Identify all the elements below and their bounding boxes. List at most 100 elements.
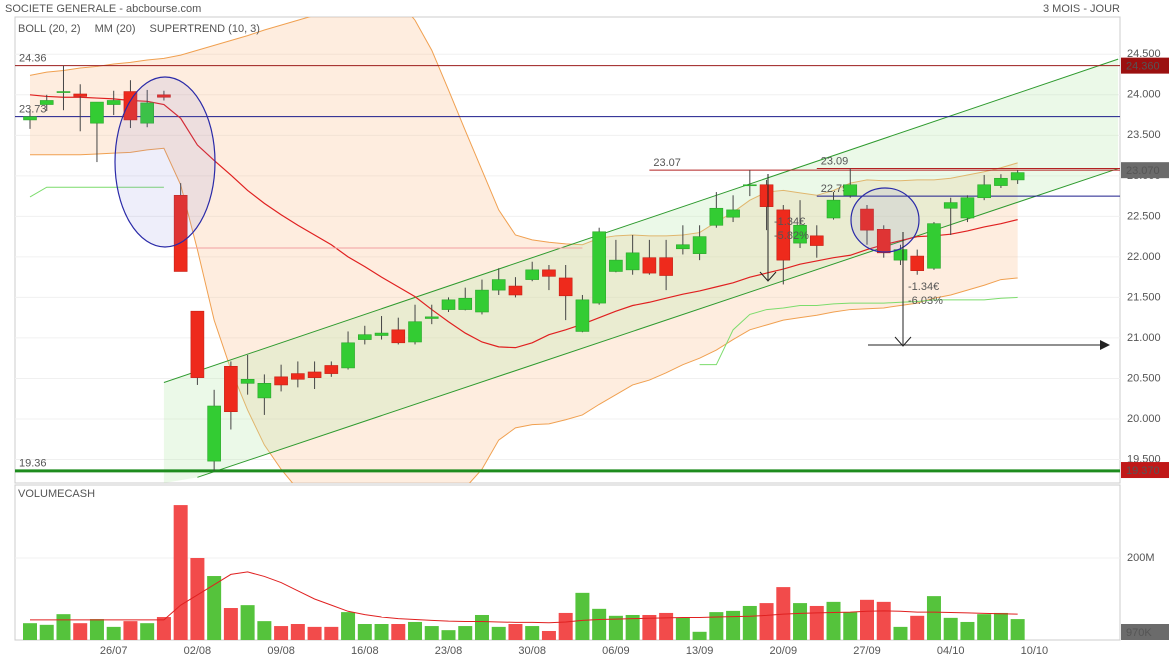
candle-body bbox=[73, 93, 88, 97]
annotation: -5.82% bbox=[774, 230, 809, 242]
trend-line bbox=[197, 168, 1119, 478]
volume-bar bbox=[759, 603, 774, 640]
candle-body bbox=[575, 299, 590, 332]
x-tick-label: 04/10 bbox=[937, 645, 965, 657]
candle-body bbox=[1010, 172, 1025, 181]
volume-bar bbox=[993, 612, 1008, 640]
candle-body bbox=[960, 197, 975, 219]
level-label: 24.36 bbox=[19, 53, 47, 65]
volume-bar bbox=[56, 614, 71, 640]
x-tick-label: 02/08 bbox=[184, 645, 212, 657]
annotation: -1.34€ bbox=[774, 216, 805, 228]
arrow-head bbox=[894, 336, 912, 347]
volume-bar bbox=[39, 624, 54, 640]
level-label: 23.73 bbox=[19, 104, 47, 116]
candle-body bbox=[893, 249, 908, 261]
candle-body bbox=[106, 100, 121, 105]
candle-body bbox=[408, 321, 422, 343]
annotation-shapes bbox=[114, 76, 1110, 350]
volume-bar bbox=[592, 608, 607, 640]
supertrend bbox=[29, 186, 164, 198]
candle-body bbox=[876, 229, 891, 254]
bollinger-line bbox=[29, 17, 1018, 246]
candle-body bbox=[291, 373, 305, 380]
candle-body bbox=[910, 255, 925, 271]
y-tick-label: 24.000 bbox=[1127, 89, 1161, 101]
channel-fill bbox=[163, 59, 1119, 483]
volume-bar bbox=[441, 630, 456, 640]
candle-body bbox=[525, 269, 540, 280]
x-tick-label: 20/09 bbox=[770, 645, 798, 657]
candle-body bbox=[743, 184, 757, 187]
volume-bar bbox=[207, 576, 222, 640]
candle-body bbox=[475, 289, 489, 313]
volume-bar bbox=[943, 617, 958, 640]
volume-bar bbox=[826, 601, 841, 640]
volume-bar bbox=[625, 614, 640, 640]
candle-body bbox=[173, 194, 188, 272]
x-tick-label: 30/08 bbox=[518, 645, 546, 657]
volume-bar bbox=[458, 626, 473, 640]
highlight-ellipse bbox=[850, 187, 920, 253]
volume-bar bbox=[173, 505, 188, 640]
volume-bar bbox=[223, 608, 238, 640]
candle-body bbox=[558, 277, 573, 297]
candle-body bbox=[659, 257, 673, 276]
legend-entry: SUPERTREND (10, 3) bbox=[150, 23, 260, 35]
volume-bar bbox=[123, 621, 138, 640]
volume-bar bbox=[324, 626, 339, 640]
y-tick-label: 200M bbox=[1127, 552, 1155, 564]
volume-bar bbox=[341, 612, 356, 640]
candle-body bbox=[307, 371, 322, 378]
volume-average bbox=[30, 571, 1018, 624]
candle-body bbox=[542, 269, 556, 277]
y-tick-label: 21.000 bbox=[1127, 332, 1161, 344]
volume-bar bbox=[926, 596, 941, 640]
y-tick-label: 20.000 bbox=[1127, 413, 1161, 425]
volume-bar bbox=[408, 621, 423, 640]
candle-body bbox=[240, 378, 255, 384]
candle-body bbox=[441, 299, 456, 310]
candle-body bbox=[977, 184, 991, 199]
volume-bar bbox=[776, 587, 791, 640]
candle-body bbox=[709, 207, 724, 226]
volume-bar bbox=[960, 621, 975, 640]
volume-bar bbox=[910, 615, 925, 640]
candle-body bbox=[592, 231, 606, 304]
candle-body bbox=[843, 184, 858, 196]
volume-bar bbox=[357, 624, 372, 640]
price-tag-label: 19.370 bbox=[1126, 465, 1160, 477]
y-tick-label: 24.500 bbox=[1127, 48, 1161, 60]
y-tick-label: 20.500 bbox=[1127, 372, 1161, 384]
candle-body bbox=[994, 177, 1008, 186]
volume-bar bbox=[156, 617, 171, 640]
volume-bar bbox=[575, 592, 590, 640]
annotation: -1.34€ bbox=[908, 281, 939, 293]
x-tick-label: 27/09 bbox=[853, 645, 881, 657]
bollinger-band bbox=[30, 17, 1018, 483]
candle-body bbox=[357, 334, 372, 340]
volume-bar bbox=[23, 623, 37, 640]
level-label: 23.09 bbox=[821, 155, 849, 167]
x-tick-label: 23/08 bbox=[435, 645, 463, 657]
arrow-head bbox=[759, 271, 777, 282]
candle-body bbox=[391, 329, 406, 344]
candle-body bbox=[424, 316, 439, 319]
highlight-ellipse bbox=[114, 76, 216, 248]
volume-bar bbox=[240, 605, 255, 640]
candle-body bbox=[793, 224, 807, 244]
volume-bar bbox=[290, 624, 305, 640]
price-tag-label: 23.070 bbox=[1126, 165, 1160, 177]
candle-body bbox=[257, 383, 272, 399]
candle-body bbox=[826, 199, 841, 219]
price-overlays: 24.36 23.73 23.07 23.09 22.75 19.36 bbox=[15, 17, 1120, 483]
candle-body bbox=[625, 252, 640, 271]
candle-body bbox=[943, 202, 958, 209]
volume-bar bbox=[89, 619, 104, 640]
candle-body bbox=[23, 116, 37, 121]
candle-body bbox=[776, 209, 791, 261]
volume-bar bbox=[692, 631, 707, 640]
y-tick-label: 22.500 bbox=[1127, 210, 1161, 222]
candle-body bbox=[726, 209, 740, 218]
